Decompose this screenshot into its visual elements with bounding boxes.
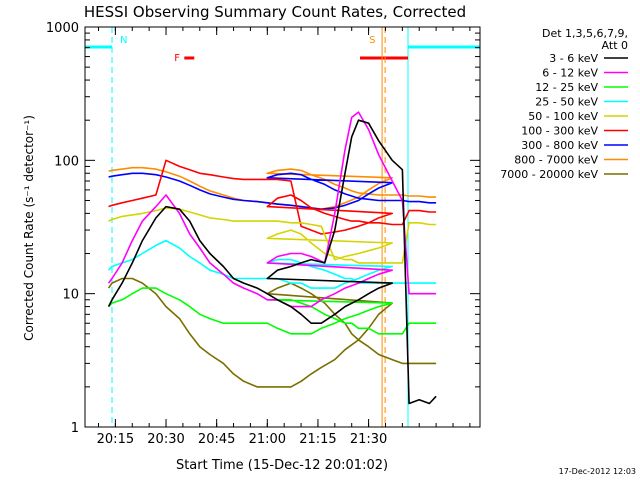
y-tick-label-1: 1 [71, 421, 79, 436]
legend-label-6-12-kev: 6 - 12 keV [542, 67, 598, 80]
legend: Det 1,3,5,6,7,9,Att 0 3 - 6 keV 6 - 12 keV… [500, 27, 628, 181]
y-axis-label: Corrected Count Rate (s⁻¹ detector⁻¹) [22, 115, 36, 341]
legend-header-1: Att 0 [602, 39, 628, 52]
series-7000-20000-kev [107, 277, 437, 388]
legend-label-3-6-kev: 3 - 6 keV [549, 52, 598, 65]
x-tick-label-2045: 20:45 [198, 432, 235, 447]
legend-label-100-300-kev: 100 - 300 keV [521, 125, 598, 138]
series-6-12-kev [107, 111, 437, 308]
legend-label-50-100-kev: 50 - 100 keV [528, 110, 598, 123]
legend-label-7000-20000-kev: 7000 - 20000 keV [500, 168, 598, 181]
x-axis-label: Start Time (15-Dec-12 20:01:02) [176, 458, 388, 473]
legend-label-300-800-kev: 300 - 800 keV [521, 139, 598, 152]
series-300-800-kev [108, 172, 437, 210]
legend-header-0: Det 1,3,5,6,7,9, [542, 27, 628, 40]
x-tick-label-2030: 20:30 [147, 432, 184, 447]
series-25-50-kev [108, 239, 437, 289]
legend-label-25-50-kev: 25 - 50 keV [535, 96, 598, 109]
x-tick-label-2115: 21:15 [299, 432, 336, 447]
x-tick-label-2015: 20:15 [97, 432, 134, 447]
x-tick-label-2130: 21:30 [350, 432, 387, 447]
chart-title: HESSI Observing Summary Count Rates, Cor… [84, 3, 466, 21]
axis-layer: 20:15 20:30 20:45 21:00 21:15 21:30 1 10 100 1000 [46, 21, 480, 447]
legend-label-12-25-kev: 12 - 25 keV [535, 81, 598, 94]
x-tick-label-2100: 21:00 [249, 432, 286, 447]
flag-label-f: F [174, 53, 180, 64]
flag-label-n: N [120, 35, 127, 46]
y-tick-label-1000: 1000 [46, 21, 79, 36]
y-tick-label-100: 100 [54, 154, 79, 169]
footer-timestamp: 17-Dec-2012 12:03 [559, 467, 636, 476]
series-3-6-kev [107, 119, 437, 405]
plot-layer: N F S [85, 27, 480, 427]
plot-frame [84, 26, 481, 428]
series-50-100-kev [108, 207, 437, 264]
flag-label-s: S [369, 35, 375, 46]
series-100-300-kev [108, 159, 437, 235]
y-tick-label-10: 10 [62, 288, 79, 303]
series-12-25-kev [108, 287, 437, 335]
legend-label-800-7000-kev: 800 - 7000 keV [514, 154, 598, 167]
series-800-7000-kev [108, 166, 437, 210]
